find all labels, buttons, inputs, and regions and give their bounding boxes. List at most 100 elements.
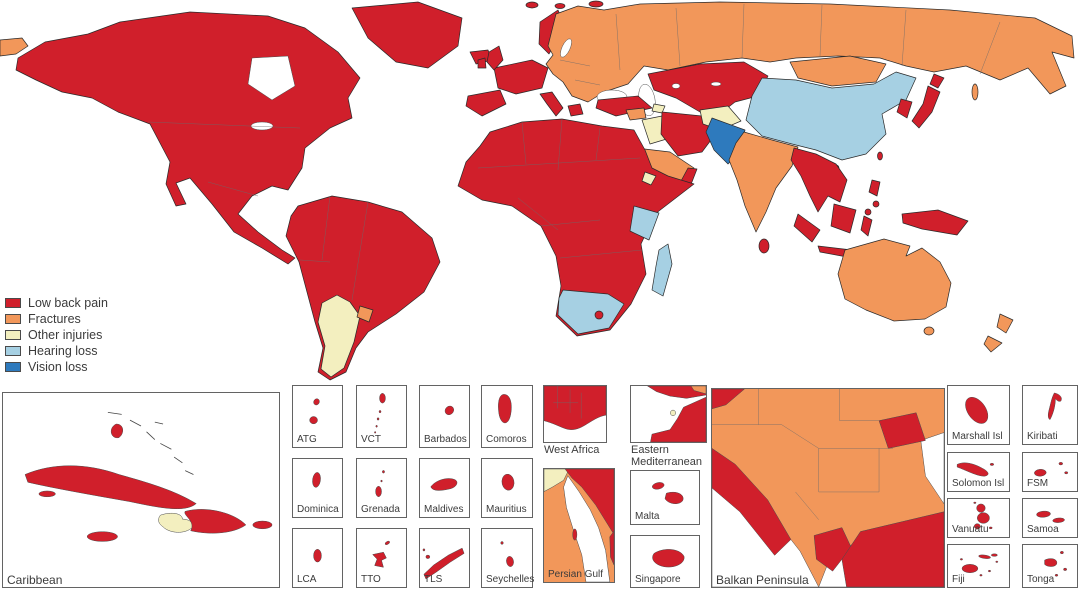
island-cuba [25,466,196,509]
country-uruguay [357,306,373,322]
region-southeast-asia [791,148,847,212]
inset-fsm: FSM [1022,452,1078,492]
region-south-america [286,196,440,380]
inset-label: Vanuatu [952,524,989,535]
philippine-island [865,209,871,215]
inset-map-solomon-isl [948,453,1009,491]
hudson-bay [248,56,295,100]
island-sulawesi [861,216,872,236]
bahamas-outlines [108,412,194,474]
inset-west-africa: West Africa [543,385,607,456]
inset-label: Maldives [424,504,464,515]
inset-label: Fiji [952,574,965,585]
inset-kiribati: Kiribati [1022,385,1078,445]
country-djibouti [642,172,656,185]
inset-label: Comoros [486,434,527,445]
legend-item: Vision loss [5,359,108,375]
country-mongolia [790,56,886,86]
inset-caribbean: Caribbean [2,392,280,588]
inset-seychelles: Seychelles [481,528,535,588]
philippine-island [873,201,879,207]
inset-map-fiji [948,545,1009,587]
island-tasmania [924,327,934,335]
inset-grenada: Grenada [356,458,407,518]
inset-marshall-isl: Marshall Isl [947,385,1010,445]
inset-map-fsm [1023,453,1077,491]
island-bahama-red [111,424,123,438]
inset-eastern-mediterranean: Eastern Mediterranean [630,385,707,468]
country-new-zealand-north [997,314,1013,333]
internal-borders [148,4,1000,300]
inset-map-balkan-peninsula [712,389,944,587]
inset-malta: Malta [630,470,700,525]
inset-label: TTO [361,574,381,585]
inset-label: Eastern Mediterranean [631,444,702,468]
inset-map-dominica [293,459,342,517]
country-argentina [318,295,360,377]
country-lesotho [595,311,603,319]
inset-map-persian-gulf [544,469,614,582]
inset-tls: TLS [419,528,470,588]
inset-label: Seychelles [486,574,535,585]
country-chukotka-wrap [0,38,28,56]
legend-swatch-other-injuries [5,330,21,340]
island-puerto-rico [253,521,272,529]
country-south-africa [558,290,624,334]
inset-map-west-africa [544,386,606,442]
legend-item: Hearing loss [5,343,108,359]
island-novaya-zemlya [589,1,603,7]
inset-singapore: Singapore [630,535,700,588]
island-taiwan [878,152,883,160]
world-map [0,0,1080,385]
inset-label: Balkan Peninsula [716,573,809,587]
country-japan [912,86,940,128]
inset-label: Solomon Isl [952,478,1005,489]
inset-barbados: Barbados [419,385,470,448]
inset-map-tls [420,529,469,587]
inset-tto: TTO [356,528,407,588]
region-eastern-europe-russia [546,2,1074,102]
inset-map-maldives [420,459,469,517]
legend-label: Other injuries [28,328,103,342]
inset-mauritius: Mauritius [481,458,533,518]
country-syria [626,108,646,120]
inset-label: Dominica [297,504,339,515]
region-central-asia [648,62,768,120]
inset-label: ATG [297,434,317,445]
inset-atg: ATG [292,385,343,448]
inset-label: Barbados [424,434,467,445]
legend-item: Low back pain [5,295,108,311]
island-sakhalin [972,84,978,100]
inset-map-kiribati [1023,386,1077,444]
isle-of-youth [39,491,56,497]
inset-map-mauritius [482,459,532,517]
legend-label: Vision loss [28,360,88,374]
inset-label: Tonga [1027,574,1055,585]
inset-persian-gulf: Persian Gulf [543,468,615,583]
inset-solomon-isl: Solomon Isl [947,452,1010,492]
legend-swatch-low-back-pain [5,298,21,308]
inset-dominica: Dominica [292,458,343,518]
inset-map-vct [357,386,406,447]
inset-maldives: Maldives [419,458,470,518]
country-haiti [159,513,193,532]
inset-map-tonga [1023,545,1077,587]
island-franz-josef [555,4,565,9]
inset-map-tto [357,529,406,587]
inset-label: Marshall Isl [952,431,1003,442]
inset-map-caribbean [3,393,279,587]
country-dominican-republic [185,509,246,533]
country-italy [540,92,563,116]
inset-map-vanuatu [948,499,1009,537]
inset-map-eastern-mediterranean [631,386,706,442]
region-france-germany [494,60,548,94]
inset-map-marshall-isl [948,386,1009,444]
inset-map-barbados [420,386,469,447]
country-sri-lanka [759,239,769,253]
lake-balkhash [711,82,721,86]
legend-label: Low back pain [28,296,108,310]
region-korea [897,99,912,118]
country-greenland [352,2,462,68]
legend-swatch-vision-loss [5,362,21,372]
